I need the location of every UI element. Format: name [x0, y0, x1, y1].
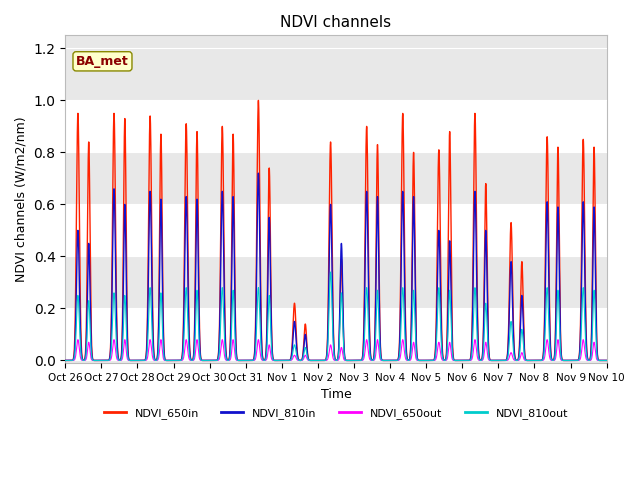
- NDVI_650out: [639, 358, 640, 363]
- Legend: NDVI_650in, NDVI_810in, NDVI_650out, NDVI_810out: NDVI_650in, NDVI_810in, NDVI_650out, NDV…: [99, 403, 573, 423]
- NDVI_810out: [428, 358, 436, 363]
- NDVI_810in: [490, 358, 497, 363]
- Text: BA_met: BA_met: [76, 55, 129, 68]
- NDVI_810in: [90, 358, 98, 363]
- NDVI_650in: [271, 358, 278, 363]
- NDVI_810out: [639, 358, 640, 363]
- NDVI_810in: [271, 358, 278, 363]
- Bar: [65, 204, 607, 256]
- NDVI_810out: [327, 269, 335, 275]
- NDVI_650out: [271, 358, 278, 363]
- NDVI_650out: [61, 358, 69, 363]
- NDVI_810in: [61, 358, 69, 363]
- Title: NDVI channels: NDVI channels: [280, 15, 392, 30]
- NDVI_650in: [61, 358, 69, 363]
- NDVI_810in: [428, 358, 436, 363]
- NDVI_810in: [639, 358, 640, 363]
- NDVI_650out: [403, 358, 411, 363]
- NDVI_650out: [428, 358, 436, 363]
- NDVI_650in: [520, 342, 528, 348]
- NDVI_650out: [520, 357, 528, 362]
- Y-axis label: NDVI channels (W/m2/nm): NDVI channels (W/m2/nm): [15, 116, 28, 282]
- NDVI_650out: [74, 337, 82, 343]
- Line: NDVI_650out: NDVI_650out: [65, 340, 640, 360]
- NDVI_650in: [255, 97, 262, 103]
- NDVI_650in: [639, 358, 640, 363]
- Line: NDVI_650in: NDVI_650in: [65, 100, 640, 360]
- NDVI_650in: [490, 358, 497, 363]
- NDVI_650out: [90, 358, 98, 363]
- NDVI_650in: [428, 358, 436, 363]
- Bar: [65, 309, 607, 360]
- NDVI_810out: [403, 357, 411, 362]
- NDVI_650out: [490, 358, 497, 363]
- Bar: [65, 100, 607, 152]
- NDVI_810out: [520, 353, 528, 359]
- NDVI_810in: [255, 170, 262, 176]
- Line: NDVI_810in: NDVI_810in: [65, 173, 640, 360]
- NDVI_810out: [90, 358, 98, 363]
- X-axis label: Time: Time: [321, 388, 351, 401]
- NDVI_810in: [520, 348, 528, 353]
- NDVI_810out: [490, 358, 497, 363]
- NDVI_810out: [271, 358, 278, 363]
- NDVI_810in: [403, 356, 411, 361]
- NDVI_650in: [403, 355, 411, 360]
- Line: NDVI_810out: NDVI_810out: [65, 272, 640, 360]
- NDVI_650in: [90, 358, 98, 363]
- NDVI_810out: [61, 358, 69, 363]
